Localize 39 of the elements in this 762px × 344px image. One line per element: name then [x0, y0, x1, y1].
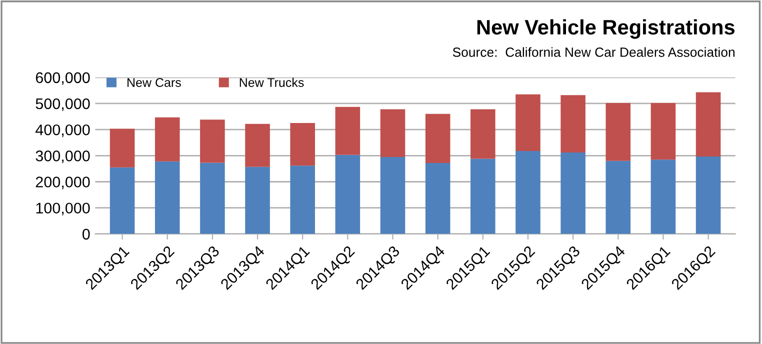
bar	[650, 160, 676, 234]
bar	[470, 109, 496, 159]
chart-title: New Vehicle Registrations	[477, 19, 734, 39]
y-tick-label: 0	[82, 228, 90, 240]
bar	[245, 124, 270, 167]
source-note: Source: California New Car Dealers Association	[452, 47, 734, 57]
bar	[650, 102, 676, 160]
bar	[560, 152, 586, 234]
bar	[470, 158, 496, 234]
y-tick-label: 500,000	[36, 98, 90, 111]
bar	[380, 156, 406, 234]
bar	[335, 106, 360, 155]
bar	[335, 154, 360, 234]
legend-label: New Cars	[128, 78, 181, 87]
bar	[425, 114, 450, 163]
bar	[606, 102, 631, 161]
bar	[425, 162, 450, 234]
bar	[696, 92, 721, 156]
bar	[516, 150, 540, 234]
bar	[200, 120, 225, 163]
y-tick-label: 400,000	[36, 124, 90, 138]
bar	[154, 161, 180, 234]
y-tick-label: 300,000	[36, 150, 90, 164]
bar	[380, 109, 406, 157]
bar	[560, 95, 586, 153]
y-tick-label: 600,000	[36, 72, 90, 85]
legend-label: New Trucks	[240, 78, 304, 87]
bar	[290, 123, 315, 166]
y-tick-label: 100,000	[36, 202, 90, 216]
bar	[696, 156, 721, 234]
bar	[245, 166, 270, 234]
bar	[200, 162, 225, 234]
bar	[290, 166, 315, 234]
y-tick-label: 200,000	[36, 176, 90, 190]
bar	[110, 167, 135, 234]
bar	[154, 117, 180, 162]
bar	[110, 128, 135, 168]
bar	[516, 94, 540, 151]
bar	[606, 160, 631, 234]
